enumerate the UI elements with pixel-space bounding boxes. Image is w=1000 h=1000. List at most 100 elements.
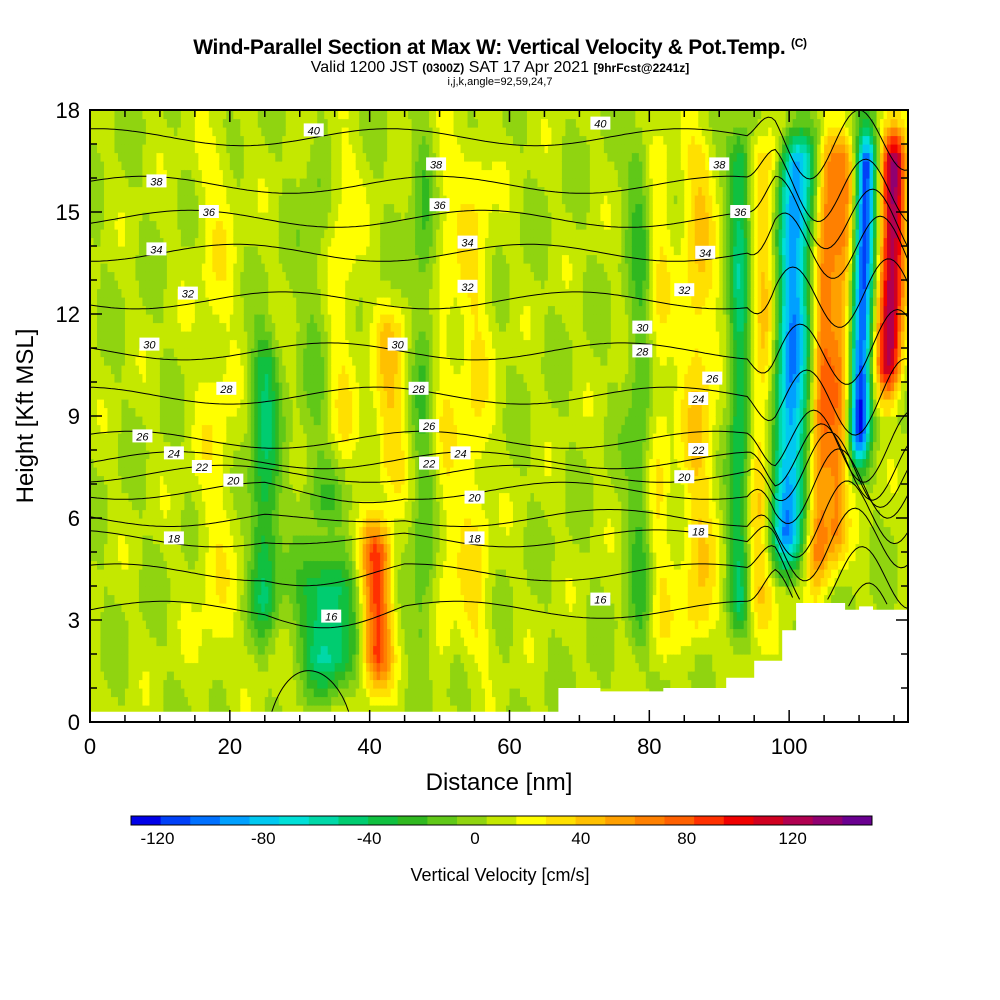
velocity-cell <box>191 671 196 681</box>
velocity-cell <box>226 322 231 332</box>
velocity-cell <box>191 696 196 706</box>
velocity-cell <box>149 484 154 494</box>
velocity-cell <box>219 458 224 468</box>
velocity-cell <box>261 662 266 672</box>
velocity-cell <box>110 288 116 298</box>
velocity-cell <box>247 705 252 715</box>
velocity-cell <box>149 135 154 145</box>
velocity-cell <box>313 161 318 171</box>
velocity-cell <box>324 518 329 528</box>
velocity-cell <box>243 620 248 630</box>
velocity-cell <box>114 314 119 324</box>
velocity-cell <box>282 569 287 579</box>
velocity-cell <box>191 280 196 290</box>
velocity-cell <box>303 186 308 196</box>
velocity-cell <box>240 628 245 638</box>
velocity-cell <box>145 297 151 307</box>
velocity-cell <box>135 271 140 281</box>
velocity-cell <box>299 484 304 494</box>
velocity-cell <box>285 501 290 511</box>
velocity-cell <box>142 237 147 247</box>
velocity-cell <box>187 161 192 171</box>
velocity-cell <box>145 365 151 375</box>
velocity-cell <box>261 433 266 443</box>
velocity-cell <box>306 467 311 477</box>
velocity-cell <box>313 450 318 460</box>
velocity-cell <box>247 492 252 502</box>
velocity-cell <box>212 280 217 290</box>
velocity-cell <box>278 195 283 205</box>
velocity-cell <box>114 407 119 417</box>
velocity-cell <box>180 467 185 477</box>
velocity-cell <box>212 365 217 375</box>
velocity-cell <box>254 594 259 604</box>
velocity-cell <box>331 594 336 604</box>
velocity-cell <box>233 297 238 307</box>
velocity-cell <box>317 195 322 205</box>
velocity-cell <box>184 280 189 290</box>
velocity-cell <box>264 220 269 230</box>
velocity-cell <box>310 586 315 596</box>
velocity-cell <box>198 424 203 434</box>
velocity-cell <box>313 560 318 570</box>
velocity-cell <box>96 331 102 341</box>
velocity-cell <box>233 688 238 698</box>
velocity-cell <box>250 654 255 664</box>
velocity-cell <box>226 237 231 247</box>
velocity-cell <box>278 458 283 468</box>
velocity-cell <box>142 441 147 451</box>
velocity-cell <box>166 552 172 562</box>
velocity-cell <box>131 458 137 468</box>
velocity-cell <box>278 620 283 630</box>
velocity-cell <box>138 654 144 664</box>
velocity-cell <box>124 424 130 434</box>
velocity-cell <box>90 586 95 596</box>
velocity-cell <box>103 518 109 528</box>
velocity-cell <box>107 365 112 375</box>
velocity-cell <box>145 399 151 409</box>
velocity-cell <box>268 169 273 179</box>
velocity-cell <box>170 229 175 239</box>
velocity-cell <box>90 305 95 315</box>
velocity-cell <box>208 645 213 655</box>
velocity-cell <box>257 620 262 630</box>
velocity-cell <box>222 671 227 681</box>
velocity-cell <box>219 365 224 375</box>
velocity-cell <box>124 628 130 638</box>
velocity-cell <box>100 237 105 247</box>
velocity-cell <box>90 467 95 477</box>
velocity-cell <box>149 118 154 128</box>
velocity-cell <box>222 229 227 239</box>
velocity-cell <box>240 543 245 553</box>
velocity-cell <box>100 637 105 647</box>
velocity-cell <box>184 509 189 519</box>
velocity-cell <box>285 552 290 562</box>
velocity-cell <box>103 144 109 154</box>
velocity-cell <box>219 620 224 630</box>
velocity-cell <box>299 305 304 315</box>
velocity-cell <box>275 305 280 315</box>
velocity-cell <box>313 237 318 247</box>
velocity-cell <box>317 135 322 145</box>
velocity-cell <box>170 645 175 655</box>
velocity-cell <box>247 152 252 162</box>
velocity-cell <box>159 586 165 596</box>
velocity-cell <box>285 399 290 409</box>
velocity-cell <box>194 390 199 400</box>
velocity-cell <box>103 679 109 689</box>
velocity-cell <box>90 220 95 230</box>
velocity-cell <box>110 560 116 570</box>
velocity-cell <box>208 526 213 536</box>
velocity-cell <box>124 433 130 443</box>
velocity-cell <box>142 348 147 358</box>
velocity-cell <box>282 501 287 511</box>
velocity-cell <box>331 671 336 681</box>
velocity-cell <box>247 441 252 451</box>
velocity-cell <box>212 390 217 400</box>
velocity-cell <box>205 288 210 298</box>
velocity-cell <box>163 560 168 570</box>
velocity-cell <box>180 305 185 315</box>
velocity-cell <box>121 399 126 409</box>
velocity-cell <box>240 433 245 443</box>
velocity-cell <box>327 263 332 273</box>
